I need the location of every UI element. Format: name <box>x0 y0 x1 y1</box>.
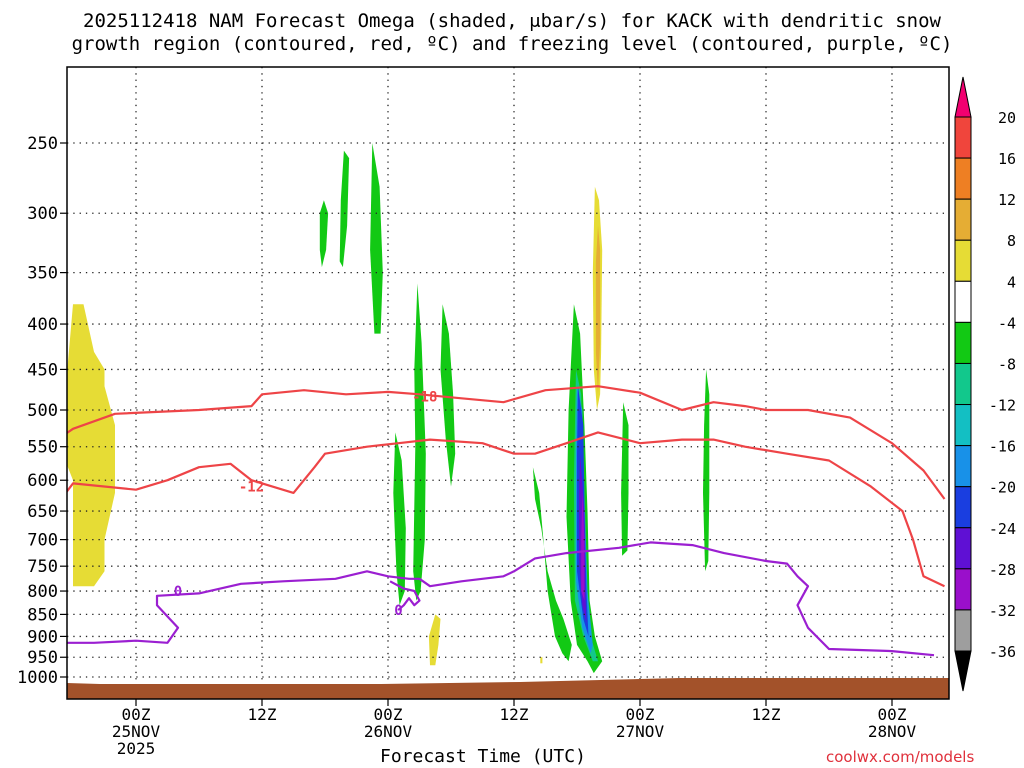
y-tick-label: 850 <box>27 605 58 625</box>
contour-label: 0 <box>174 584 182 600</box>
plot-background <box>67 67 949 699</box>
y-tick-label: 650 <box>27 502 58 522</box>
colorbar-swatch <box>954 445 972 488</box>
colorbar-label: 16 <box>998 150 1016 168</box>
colorbar-label: -20 <box>989 479 1016 497</box>
omega-colorbar: 20 16 12 8 4 -4 -8 -12 -16 -20 -24 -28 -32 -36 <box>954 76 1016 692</box>
chart-title-line-2: growth region (contoured, red, ºC) and f… <box>71 33 953 55</box>
omega-region <box>393 432 406 606</box>
colorbar-swatch <box>954 609 972 652</box>
colorbar-label: 12 <box>998 191 1016 209</box>
omega-region <box>703 369 710 572</box>
colorbar-label: -4 <box>998 314 1016 332</box>
colorbar-swatch <box>954 527 972 570</box>
colorbar-label: -16 <box>989 438 1016 456</box>
colorbar-swatch <box>954 486 972 529</box>
contour-label: -18 <box>412 390 437 406</box>
temperature-contours: -18 -12 0 0 <box>67 385 946 657</box>
colorbar-swatch <box>954 157 972 200</box>
y-tick-label: 350 <box>27 264 58 284</box>
colorbar-label: -12 <box>989 397 1016 415</box>
omega-region <box>595 225 601 395</box>
x-tick-label: 12Z <box>752 705 781 724</box>
y-tick-label: 1000 <box>17 668 58 688</box>
colorbar-label: 8 <box>1007 232 1016 250</box>
x-axis-label: Forecast Time (UTC) <box>380 746 586 767</box>
colorbar-cap-top <box>954 76 972 118</box>
contour-line <box>67 385 946 500</box>
x-tick-label: 00Z <box>878 705 907 724</box>
contour-label: -12 <box>239 480 264 496</box>
y-tick-label: 300 <box>27 204 58 224</box>
omega-region <box>319 200 329 268</box>
y-tick-label: 450 <box>27 360 58 380</box>
omega-region <box>67 304 115 587</box>
colorbar-swatch <box>954 198 972 241</box>
y-tick-label: 950 <box>27 648 58 668</box>
colorbar-swatch <box>954 116 972 159</box>
x-tick-label: 28NOV <box>868 722 917 741</box>
contour-line <box>67 431 945 588</box>
colorbar-swatch <box>954 362 972 406</box>
credit-link[interactable]: coolwx.com/models <box>826 748 975 766</box>
y-tick-label: 750 <box>27 557 58 577</box>
x-tick-label: 26NOV <box>364 722 413 741</box>
colorbar-swatch <box>954 568 972 611</box>
y-tick-label: 800 <box>27 582 58 602</box>
colorbar-cap-bottom <box>954 650 972 692</box>
colorbar-label: -24 <box>989 520 1016 538</box>
y-tick-label: 900 <box>27 627 58 647</box>
omega-region <box>428 614 441 666</box>
contour-label: 0 <box>394 603 402 619</box>
colorbar-label: 4 <box>1007 273 1016 291</box>
colorbar-label: 20 <box>998 109 1016 127</box>
colorbar-swatch <box>954 321 972 364</box>
omega-region <box>339 150 350 268</box>
ground-strip <box>67 678 949 699</box>
omega-region <box>370 143 383 334</box>
y-tick-label: 700 <box>27 531 58 551</box>
x-tick-label: 12Z <box>500 705 529 724</box>
contour-line <box>67 541 935 657</box>
x-tick-label: 25NOV <box>112 722 161 741</box>
y-tick-label: 500 <box>27 401 58 421</box>
x-tick-label: 00Z <box>626 705 655 724</box>
x-tick-label: 00Z <box>122 705 151 724</box>
x-tick-label: 27NOV <box>616 722 665 741</box>
omega-region <box>540 657 543 664</box>
chart-title-line-1: 2025112418 NAM Forecast Omega (shaded, μ… <box>83 10 941 32</box>
pressure-axis: 2503003504004505005506006507007508008509… <box>17 134 67 688</box>
colorbar-swatch <box>954 239 972 282</box>
gridlines <box>67 67 949 699</box>
colorbar-label: -36 <box>989 643 1016 661</box>
omega-region <box>581 492 585 601</box>
y-tick-label: 400 <box>27 315 58 335</box>
y-tick-label: 550 <box>27 438 58 458</box>
x-tick-label: 00Z <box>374 705 403 724</box>
colorbar-swatch <box>954 280 972 323</box>
omega-region <box>532 467 572 662</box>
colorbar-label: -28 <box>989 561 1016 579</box>
colorbar-label: -32 <box>989 602 1016 620</box>
y-tick-label: 250 <box>27 134 58 154</box>
plot-frame <box>66 66 950 700</box>
contour-line <box>389 580 421 611</box>
x-tick-label: 12Z <box>248 705 277 724</box>
x-tick-label: 2025 <box>117 739 156 758</box>
y-tick-label: 600 <box>27 471 58 491</box>
omega-region <box>413 283 426 601</box>
colorbar-label: -8 <box>998 355 1016 373</box>
colorbar-swatch <box>954 404 972 447</box>
